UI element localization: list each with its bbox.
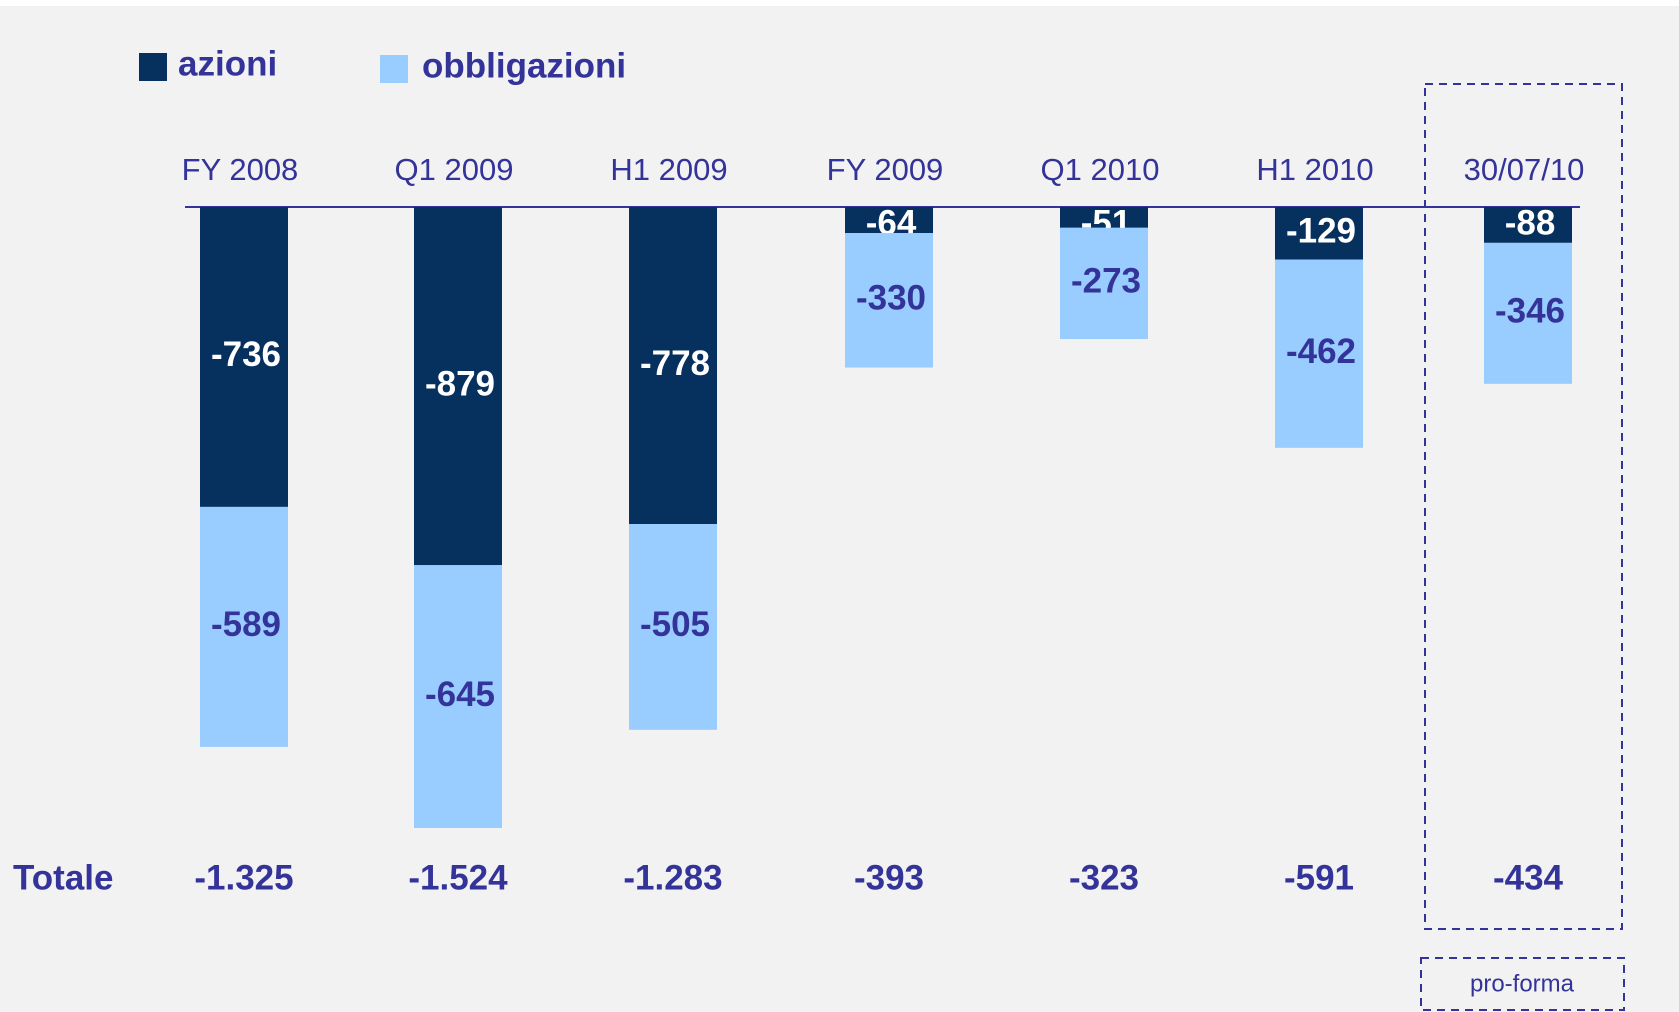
x-tick-label: Q1 2009	[395, 152, 514, 187]
total-label: -1.524	[408, 858, 508, 897]
x-tick-label: H1 2010	[1256, 152, 1373, 187]
legend-label: azioni	[178, 44, 277, 83]
total-label: -1.283	[623, 858, 722, 897]
data-label: -129	[1286, 212, 1356, 251]
data-label: -736	[211, 335, 281, 374]
total-label: -591	[1284, 858, 1354, 897]
total-label: -1.325	[194, 858, 293, 897]
chart: pro-forma Totale azioni obbligazioni FY 20…	[0, 0, 1679, 1012]
x-tick-label: FY 2008	[182, 152, 299, 187]
total-label: -323	[1069, 858, 1139, 897]
data-label: -330	[856, 279, 926, 318]
data-label: -462	[1286, 332, 1356, 371]
data-label: -88	[1505, 203, 1556, 242]
data-label: -879	[425, 364, 495, 403]
data-label: -273	[1071, 262, 1141, 301]
x-tick-label: H1 2009	[610, 152, 727, 187]
total-label: -434	[1493, 858, 1564, 897]
x-tick-label: Q1 2010	[1041, 152, 1160, 187]
legend-label: obbligazioni	[422, 46, 626, 85]
legend-swatch	[380, 55, 408, 83]
totals-label: Totale	[13, 858, 113, 897]
data-label: -346	[1495, 292, 1565, 331]
page: pro-forma Totale azioni obbligazioni FY 20…	[0, 0, 1679, 1012]
annotation: pro-forma	[1470, 970, 1575, 997]
data-label: -645	[425, 675, 495, 714]
x-tick-label: 30/07/10	[1464, 152, 1585, 187]
data-label: -778	[640, 344, 710, 383]
x-tick-label: FY 2009	[827, 152, 944, 187]
legend-swatch	[139, 53, 167, 81]
data-label: -589	[211, 605, 281, 644]
data-label: -505	[640, 605, 710, 644]
total-label: -393	[854, 858, 924, 897]
